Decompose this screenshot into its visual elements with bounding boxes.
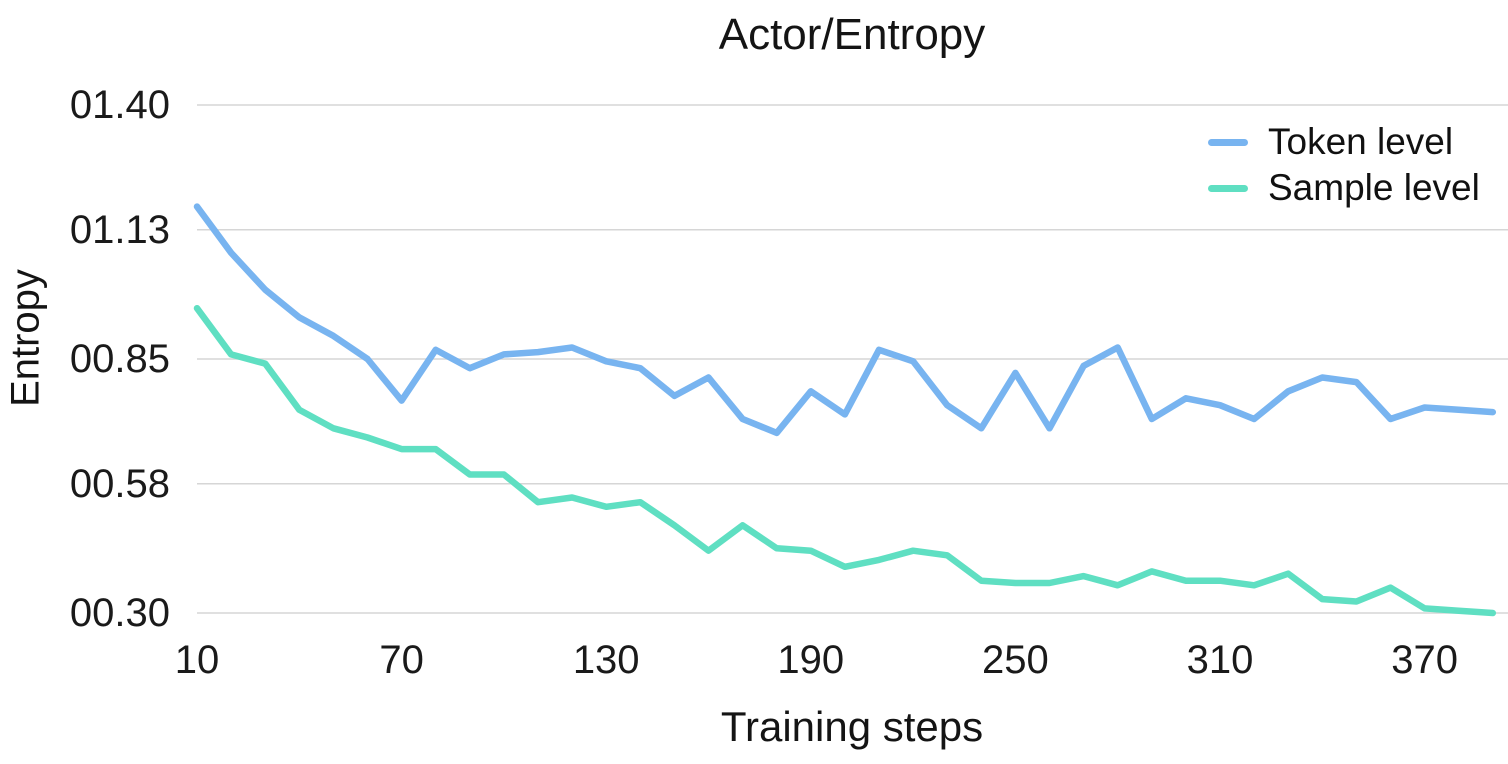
x-tick-label: 130: [572, 638, 640, 682]
x-tick-label: 250: [982, 638, 1049, 682]
legend: Token level Sample level: [1208, 119, 1480, 211]
x-tick-label: 190: [777, 638, 845, 682]
series-line-sample-level: [193, 304, 1497, 617]
y-tick-label: 00.85: [69, 337, 170, 381]
legend-label: Sample level: [1268, 167, 1480, 208]
legend-label: Token level: [1268, 121, 1454, 162]
x-tick-label: 310: [1186, 638, 1254, 682]
legend-entry-token-level: Token level: [1208, 119, 1480, 165]
series-line-token-level: [193, 203, 1497, 437]
y-tick-label: 00.58: [69, 461, 170, 506]
y-tick-label: 01.40: [69, 83, 170, 127]
x-axis-label: Training steps: [720, 703, 984, 750]
legend-swatch-icon: [1208, 184, 1248, 192]
chart-title: Actor/Entropy: [718, 10, 986, 59]
x-tick-label: 70: [379, 638, 424, 682]
x-tick-label: 370: [1391, 638, 1458, 682]
legend-entry-sample-level: Sample level: [1208, 165, 1480, 211]
x-tick-label: 10: [174, 638, 220, 682]
y-tick-label: 01.13: [69, 207, 170, 252]
legend-swatch-icon: [1208, 138, 1248, 146]
y-tick-label: 00.30: [69, 591, 170, 635]
